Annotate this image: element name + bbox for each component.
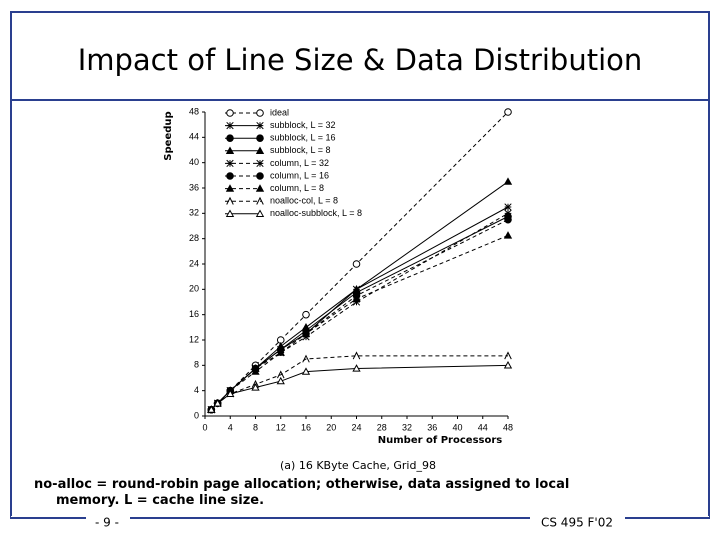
data-point (213, 399, 222, 407)
data-point (503, 231, 513, 239)
legend-marker (226, 172, 234, 180)
x-tick-label: 12 (276, 422, 286, 432)
y-tick-label: 44 (189, 132, 199, 142)
footnote-line: no-alloc = round-robin page allocation; … (34, 477, 569, 492)
y-tick-label: 40 (189, 157, 199, 167)
y-tick-label: 16 (189, 309, 199, 319)
legend-marker (255, 209, 265, 217)
data-point (352, 351, 361, 360)
series-line (210, 111, 509, 411)
legend-label: ideal (270, 107, 289, 117)
x-tick-label: 24 (351, 422, 361, 432)
legend-marker (256, 159, 264, 168)
data-point (504, 215, 512, 224)
data-point (301, 323, 311, 331)
x-tick-label: 32 (402, 422, 412, 432)
data-point (302, 310, 310, 319)
legend-marker (256, 109, 264, 117)
legend-marker (256, 196, 264, 205)
data-point (352, 298, 361, 306)
legend-marker (255, 146, 265, 154)
x-tick-label: 44 (478, 422, 488, 432)
chart-caption: (a) 16 KByte Cache, Grid_98 (280, 459, 436, 472)
y-tick-label: 8 (194, 360, 199, 370)
y-tick-label: 4 (194, 385, 199, 395)
y-tick-label: 0 (194, 410, 199, 420)
x-tick-label: 20 (326, 422, 336, 432)
x-tick-label: 0 (202, 422, 207, 432)
y-axis-label: Speedup (163, 111, 174, 160)
legend-marker (226, 121, 234, 130)
x-tick-label: 28 (377, 422, 387, 432)
data-point (503, 361, 513, 369)
data-point (301, 367, 311, 375)
x-tick-label: 36 (427, 422, 437, 432)
legend-marker (226, 109, 234, 117)
data-point (226, 389, 235, 397)
y-tick-label: 36 (189, 182, 199, 192)
data-point (504, 209, 512, 217)
legend-label: column, L = 32 (270, 158, 329, 168)
legend-label: noalloc-col, L = 8 (270, 196, 338, 206)
footnote-line: memory. L = cache line size. (56, 493, 264, 508)
x-tick-label: 4 (228, 422, 233, 432)
x-tick-label: 40 (452, 422, 462, 432)
series-line (210, 212, 509, 411)
y-tick-label: 20 (189, 284, 199, 294)
data-point (276, 376, 285, 385)
data-point (503, 177, 513, 185)
data-point (251, 379, 260, 388)
x-tick-label: 16 (301, 422, 311, 432)
y-tick-label: 28 (189, 233, 199, 243)
y-tick-label: 12 (189, 334, 199, 344)
x-axis-label: Number of Processors (378, 435, 503, 446)
series-line (210, 355, 508, 411)
x-tick-label: 8 (253, 422, 258, 432)
y-tick-label: 24 (189, 258, 199, 268)
legend-label: subblock, L = 8 (270, 145, 330, 155)
legend-marker (256, 121, 264, 130)
y-tick-label: 48 (189, 106, 199, 116)
legend-marker (226, 159, 234, 168)
legend-marker (256, 134, 264, 142)
data-point (504, 203, 512, 211)
data-point (504, 108, 512, 116)
data-point (301, 329, 311, 337)
x-tick-label: 48 (503, 422, 513, 432)
series-line (210, 206, 509, 411)
slide-title: Impact of Line Size & Data Distribution (78, 43, 643, 77)
data-point (352, 364, 361, 372)
y-tick-label: 32 (189, 208, 199, 218)
data-point (207, 405, 216, 413)
legend-label: column, L = 8 (270, 183, 324, 193)
data-point (251, 367, 260, 375)
data-point (251, 383, 260, 391)
course-label: CS 495 F'02 (541, 516, 613, 530)
legend-marker (256, 172, 264, 180)
legend-marker (255, 184, 265, 192)
legend-marker (226, 134, 234, 142)
legend-label: noalloc-subblock, L = 8 (270, 208, 362, 218)
legend-label: column, L = 16 (270, 170, 329, 180)
page-number: - 9 - (95, 516, 119, 530)
legend-label: subblock, L = 32 (270, 120, 335, 130)
legend-marker (225, 146, 235, 154)
data-point (302, 354, 310, 363)
data-point (276, 348, 285, 356)
data-point (352, 294, 361, 302)
data-point (352, 260, 361, 268)
data-point (504, 351, 512, 360)
data-point (277, 370, 285, 379)
legend-label: subblock, L = 16 (270, 133, 335, 143)
series-line (210, 364, 509, 411)
legend-marker (225, 209, 235, 217)
legend-marker (225, 184, 235, 192)
series-line (210, 235, 509, 411)
legend-marker (226, 196, 234, 205)
